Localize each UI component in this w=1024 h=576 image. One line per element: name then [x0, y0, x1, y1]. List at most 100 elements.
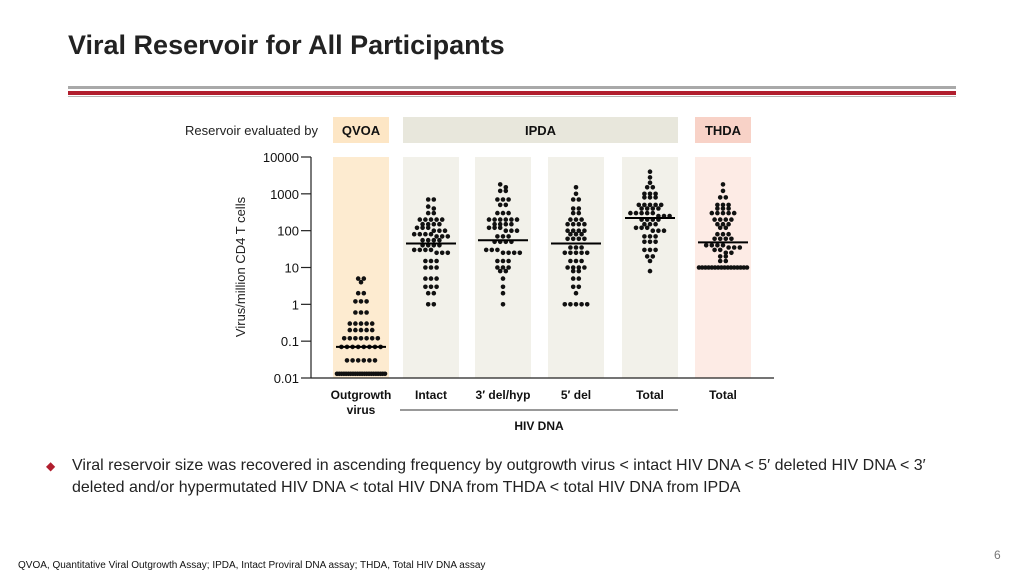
data-point-c5-54 [722, 265, 727, 270]
data-point-c1-22 [417, 231, 423, 237]
data-point-c2-23 [492, 225, 497, 231]
data-point-c3-47 [573, 290, 579, 296]
data-point-c1-8 [428, 217, 434, 222]
x-tick-label-1: Intact [415, 388, 447, 402]
data-point-c2-0 [497, 182, 503, 187]
data-point-c4-0 [647, 169, 653, 174]
data-point-c0-10 [364, 310, 369, 315]
y-axis-label: Virus/million CD4 T cells [233, 196, 248, 337]
data-point-c5-24 [715, 231, 720, 237]
data-point-c4-19 [656, 206, 661, 211]
data-point-c5-8 [720, 206, 726, 211]
data-point-c0-16 [347, 327, 353, 333]
data-point-c3-18 [582, 228, 587, 233]
data-point-c2-44 [506, 258, 511, 264]
data-point-c1-25 [434, 234, 439, 239]
data-point-c3-19 [568, 231, 573, 237]
data-point-c1-9 [434, 217, 439, 222]
data-point-c1-11 [420, 221, 425, 227]
data-point-c3-34 [568, 258, 573, 264]
data-point-c2-13 [492, 217, 497, 222]
data-point-c2-12 [486, 217, 492, 222]
data-point-c0-4 [361, 290, 367, 296]
data-point-c4-7 [653, 191, 658, 197]
data-point-c4-21 [633, 210, 639, 216]
data-point-c3-2 [570, 197, 576, 202]
data-point-c5-36 [731, 245, 737, 250]
data-point-c0-13 [358, 321, 364, 326]
data-point-c1-10 [439, 217, 445, 222]
data-point-c0-63 [382, 371, 388, 377]
data-point-c1-54 [434, 284, 439, 290]
data-point-c4-44 [642, 239, 647, 245]
data-point-c2-7 [497, 202, 503, 208]
data-point-c4-35 [633, 225, 639, 231]
data-point-c4-23 [644, 210, 650, 216]
data-point-c5-23 [723, 225, 729, 231]
data-point-c0-6 [358, 299, 364, 304]
data-point-c1-20 [442, 228, 448, 233]
data-point-c0-26 [369, 336, 375, 341]
data-point-c1-37 [417, 247, 423, 253]
diamond-bullet-icon: ◆ [46, 459, 56, 473]
data-point-c4-2 [647, 180, 653, 185]
data-point-c4-15 [658, 202, 664, 208]
data-point-c2-41 [517, 250, 523, 256]
data-point-c5-5 [720, 202, 726, 208]
data-point-c2-4 [495, 197, 500, 202]
assay-label-ipda: IPDA [525, 123, 557, 138]
y-tick-label-5: 0.1 [281, 334, 299, 349]
data-point-c1-27 [445, 234, 451, 239]
column-panel-0 [333, 157, 389, 378]
data-point-c5-7 [715, 206, 720, 211]
data-point-c5-59 [738, 265, 743, 270]
data-point-c5-37 [737, 245, 743, 250]
data-point-c1-0 [425, 197, 431, 202]
data-point-c5-6 [726, 202, 731, 208]
y-tick-label-6: 0.01 [274, 371, 299, 386]
data-point-c4-45 [647, 239, 653, 245]
data-point-c1-21 [411, 231, 417, 237]
data-point-c5-1 [720, 188, 726, 194]
data-point-c4-46 [653, 239, 658, 245]
data-point-c2-30 [506, 234, 511, 239]
data-point-c5-53 [719, 265, 724, 270]
data-point-c1-58 [431, 302, 437, 307]
data-point-c4-51 [650, 254, 656, 259]
data-point-c1-44 [428, 258, 434, 264]
data-point-c1-12 [425, 221, 431, 227]
data-point-c3-30 [568, 250, 573, 256]
data-point-c5-4 [715, 202, 720, 208]
data-point-c3-3 [576, 197, 582, 202]
data-point-c3-37 [565, 265, 570, 270]
data-point-c3-13 [576, 221, 582, 227]
data-point-c5-21 [726, 221, 731, 227]
data-point-c5-49 [706, 265, 711, 270]
data-point-c4-20 [628, 210, 633, 216]
data-point-c0-0 [355, 276, 361, 281]
data-point-c4-42 [647, 234, 653, 239]
data-point-c1-3 [431, 206, 437, 211]
data-point-c0-9 [358, 310, 364, 315]
summary-text: Viral reservoir size was recovered in as… [72, 457, 926, 496]
data-point-c1-15 [414, 225, 420, 231]
data-point-c3-27 [573, 245, 579, 250]
data-point-c1-57 [425, 302, 431, 307]
data-point-c5-9 [726, 206, 731, 211]
data-point-c3-21 [579, 231, 584, 237]
data-point-c3-43 [570, 276, 576, 281]
data-point-c5-13 [726, 210, 731, 216]
data-point-c2-36 [489, 247, 495, 253]
data-point-c1-52 [423, 284, 428, 290]
data-point-c4-12 [642, 202, 647, 208]
data-point-c3-1 [573, 191, 579, 197]
data-point-c2-16 [509, 217, 514, 222]
data-point-c4-18 [650, 206, 656, 211]
data-point-c4-33 [647, 221, 653, 227]
data-point-c1-51 [434, 276, 439, 281]
data-point-c4-47 [642, 247, 647, 253]
data-point-c1-49 [423, 276, 428, 281]
data-point-c1-31 [437, 237, 442, 243]
data-point-c0-2 [358, 279, 364, 285]
